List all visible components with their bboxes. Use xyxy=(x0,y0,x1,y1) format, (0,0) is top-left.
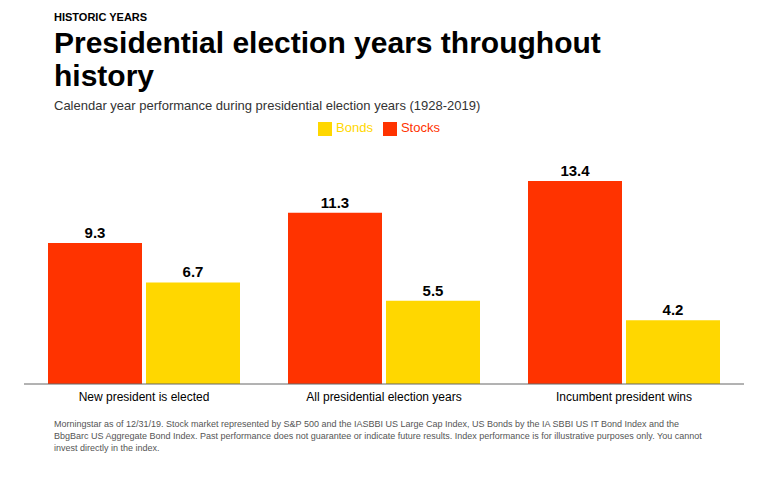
html-text:Presidential election years th: Presidential election years throughout xyxy=(54,26,601,59)
html-text:Morningstar as of 12/31/19. St: Morningstar as of 12/31/19. Stock market… xyxy=(54,419,702,453)
svg-text:13.4: 13.4 xyxy=(560,162,590,179)
svg-text:Incumbent president wins: Incumbent president wins xyxy=(556,390,692,404)
svg-text:4.2: 4.2 xyxy=(663,301,684,318)
svg-text:5.5: 5.5 xyxy=(423,282,444,299)
html-text:Stocks: Stocks xyxy=(400,120,440,135)
svg-text:9.3: 9.3 xyxy=(85,224,106,241)
svg-text:11.3: 11.3 xyxy=(321,194,349,211)
html-text:Calendar year performance duri: Calendar year performance during preside… xyxy=(54,98,481,113)
html-text:history: history xyxy=(54,59,154,92)
html-text:Bonds: Bonds xyxy=(336,120,373,135)
svg-text:All presidential election year: All presidential election years xyxy=(306,390,461,404)
svg-text:New president is elected: New president is elected xyxy=(79,390,210,404)
html-text:HISTORIC YEARS: HISTORIC YEARS xyxy=(54,11,148,23)
svg-text:6.7: 6.7 xyxy=(183,263,204,280)
